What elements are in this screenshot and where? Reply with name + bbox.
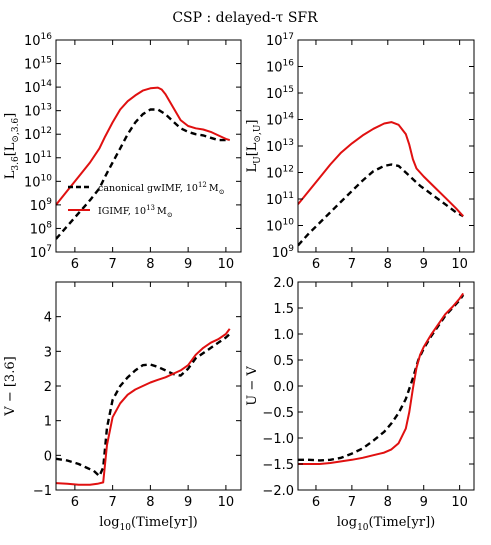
y-tick-label-tr-0: 109 (272, 244, 295, 261)
y-tick-label-bl-5: 4 (44, 311, 52, 326)
y-tick-label-bl-1: 0 (44, 449, 52, 464)
y-axis-label-bl: V − [3.6] (3, 356, 18, 416)
y-tick-label-tl-3: 1010 (24, 173, 52, 190)
x-tick-label-tr-2: 8 (384, 257, 392, 272)
series-line-tl-0 (56, 108, 230, 240)
x-tick-label-bl-3: 9 (184, 495, 192, 510)
axes-frame-bl (55, 281, 242, 491)
y-tick-label-br-7: 1.5 (273, 302, 294, 317)
x-tick-label-br-2: 8 (384, 495, 392, 510)
y-tick-label-tr-4: 1013 (266, 138, 294, 155)
series-line-tr-0 (298, 163, 464, 247)
y-tick-label-br-1: −1.5 (262, 458, 294, 473)
series-line-br-0 (298, 294, 465, 462)
y-tick-label-br-6: 1.0 (273, 328, 294, 343)
y-axis-label-tr: LU[L⊙,U] (245, 119, 263, 172)
y-tick-label-tl-4: 1011 (24, 150, 52, 167)
x-tick-label-tl-4: 10 (218, 257, 235, 272)
y-tick-label-tl-2: 109 (30, 197, 53, 214)
y-tick-label-tl-1: 108 (30, 220, 53, 237)
panel-tr: 6 7 8 9 10 109 1010 1011 1012 1013 1014 1015 1016 101… (245, 32, 475, 272)
figure-title: CSP : delayed-τ SFR (172, 10, 318, 26)
y-tick-label-tr-6: 1015 (266, 85, 294, 102)
y-tick-label-br-0: −2.0 (262, 484, 294, 499)
x-tick-label-tl-1: 7 (108, 257, 116, 272)
y-tick-label-br-2: −1.0 (262, 432, 294, 447)
x-tick-label-br-1: 7 (348, 495, 356, 510)
series-line-br-1 (298, 292, 465, 465)
x-tick-label-bl-1: 7 (108, 495, 116, 510)
x-tick-label-tr-1: 7 (348, 257, 356, 272)
series-line-tl-1 (56, 86, 231, 206)
y-tick-label-tr-2: 1011 (266, 191, 294, 208)
y-tick-label-tr-8: 1017 (266, 32, 294, 49)
series-line-bl-0 (56, 333, 231, 478)
y-tick-label-br-4: 0.0 (273, 380, 294, 395)
axes-frame-tr (297, 39, 475, 253)
x-tick-label-tl-0: 6 (71, 257, 79, 272)
x-tick-label-br-0: 6 (312, 495, 320, 510)
y-tick-label-tl-9: 1016 (24, 32, 52, 49)
x-axis-label-bl: log10(Time[yr]) (99, 515, 197, 533)
series-line-tr-1 (298, 121, 464, 217)
y-axis-label-tl: L3.6[L⊙,3.6] (3, 113, 21, 179)
y-tick-label-br-3: −0.5 (262, 406, 294, 421)
y-tick-label-bl-2: 1 (44, 415, 52, 430)
y-tick-label-tl-0: 107 (30, 244, 52, 261)
x-tick-label-bl-0: 6 (71, 495, 79, 510)
y-tick-label-tl-5: 1012 (24, 126, 52, 143)
y-tick-label-br-5: 0.5 (273, 354, 294, 369)
y-tick-label-bl-0: −1 (33, 484, 52, 499)
panel-br: 6 7 8 9 10 −2.0 −1.5 −1.0 −0.5 0.0 0.5 1.0 1.5 2.0 U −… (245, 276, 475, 533)
y-tick-label-tl-7: 1014 (24, 79, 52, 96)
legend-label-0: canonical gwIMF, 1012 M⊙ (98, 181, 225, 196)
y-tick-label-tl-6: 1013 (24, 103, 52, 120)
x-tick-label-tr-4: 10 (451, 257, 468, 272)
legend-label-1: IGIMF, 1013 M⊙ (98, 204, 173, 219)
y-axis-label-br: U − V (245, 366, 260, 406)
x-tick-label-tl-3: 9 (184, 257, 192, 272)
y-tick-label-tr-5: 1014 (266, 112, 294, 129)
y-tick-label-tr-7: 1016 (266, 59, 294, 76)
series-line-bl-1 (56, 328, 231, 486)
legend: canonical gwIMF, 1012 M⊙ IGIMF, 1013 M⊙ (68, 181, 225, 219)
y-tick-label-tr-1: 1010 (266, 218, 294, 235)
x-tick-label-bl-4: 10 (218, 495, 235, 510)
axes-frame-tl (55, 39, 242, 253)
y-tick-label-tr-3: 1012 (266, 165, 294, 182)
x-tick-label-tr-3: 9 (420, 257, 428, 272)
y-tick-label-tl-8: 1015 (24, 56, 52, 73)
panel-bl: 6 7 8 9 10 −1 0 1 2 3 4 V − [3.6] log10(Time[yr]) (3, 281, 242, 533)
y-tick-label-bl-3: 2 (44, 380, 52, 395)
panel-tl: 6 7 8 9 10 107 108 109 1010 1011 1012 1013 1014 1015 1… (3, 32, 242, 272)
x-tick-label-tr-0: 6 (312, 257, 320, 272)
x-tick-label-tl-2: 8 (146, 257, 154, 272)
x-axis-label-br: log10(Time[yr]) (337, 515, 435, 533)
x-tick-label-bl-2: 8 (146, 495, 154, 510)
y-tick-label-br-8: 2.0 (273, 276, 294, 291)
x-tick-label-br-3: 9 (420, 495, 428, 510)
y-tick-label-bl-4: 3 (44, 345, 52, 360)
x-tick-label-br-4: 10 (451, 495, 468, 510)
